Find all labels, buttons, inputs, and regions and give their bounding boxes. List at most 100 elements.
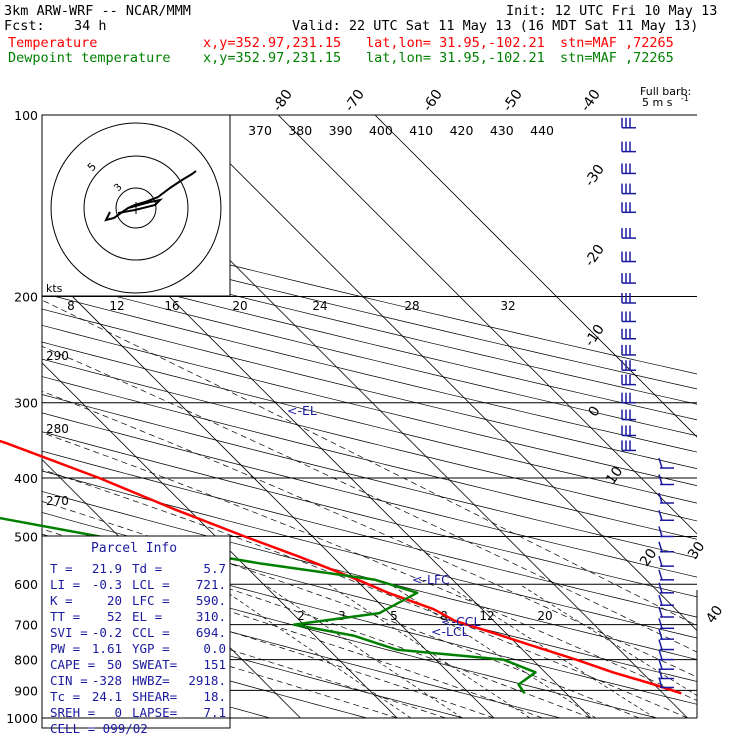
dewpoint-line	[0, 516, 537, 694]
dry-adiabat	[42, 491, 697, 660]
wind-barb-flag	[658, 649, 663, 660]
isotherm-line	[0, 115, 10, 718]
isotherm-label: -60	[420, 87, 446, 115]
mixing-ratio-line	[215, 583, 412, 718]
wind-barb-flag	[658, 582, 663, 594]
wind-barb	[621, 440, 636, 452]
wind-barb	[621, 251, 636, 263]
parcel-info-value: 0.0	[203, 641, 226, 656]
wind-barb	[658, 474, 674, 486]
parcel-info-title: Parcel Info	[91, 541, 177, 556]
isotherm-label: 40	[703, 603, 726, 627]
model-title: 3km ARW-WRF -- NCAR/MMM	[4, 3, 191, 19]
level-marker-label: <-LCL	[431, 624, 469, 639]
theta-e-label: 390	[329, 123, 353, 138]
wind-barb-flag	[658, 492, 663, 504]
parcel-info-key: Tc =	[50, 689, 80, 704]
temperature-xy: x,y=352.97,231.15	[203, 35, 342, 51]
theta-e-label: 400	[369, 123, 393, 138]
parcel-info-key: CCL =	[132, 625, 170, 640]
pressure-tick-label: 200	[14, 290, 38, 305]
mixing-ratio-label: 20	[537, 609, 552, 623]
isotherm-label: -80	[270, 87, 296, 115]
valid-time: Valid: 22 UTC Sat 11 May 13 (16 MDT Sat …	[292, 18, 699, 34]
wind-barb	[621, 117, 636, 129]
temperature-legend: Temperature	[8, 35, 98, 51]
parcel-info-value: 50	[107, 657, 122, 672]
wind-barb	[621, 344, 636, 356]
parcel-info-key: SHEAR=	[132, 689, 177, 704]
temperature-latlon: lat,lon= 31.95,-102.21	[366, 35, 545, 51]
parcel-info-value: 151	[203, 657, 226, 672]
hodograph-ring	[50, 122, 222, 294]
wind-barb-flag	[658, 457, 663, 469]
wind-barb	[621, 163, 636, 175]
parcel-info-value: 18.	[203, 689, 226, 704]
isotherm-label: 10	[603, 464, 626, 488]
moist-adiabat	[42, 432, 697, 701]
level-marker-label: <-EL	[287, 403, 317, 418]
dry-adiabat	[42, 603, 464, 718]
pressure-tick-label: 400	[14, 471, 38, 486]
theta-e-label: 410	[409, 123, 433, 138]
dry-adiabat	[42, 412, 697, 578]
wind-barb-flag	[658, 618, 663, 629]
hodo-scale-label: 20	[232, 299, 247, 313]
wind-barb	[658, 526, 674, 538]
parcel-info-key: K =	[50, 593, 73, 608]
wind-barb-flag	[658, 526, 663, 537]
dry-adiabat	[42, 246, 697, 405]
pressure-tick-label: 1000	[6, 711, 38, 726]
wind-barb	[658, 658, 674, 670]
wind-barb	[658, 492, 674, 504]
hodo-scale-label: 8	[67, 299, 75, 313]
pressure-tick-label: 500	[14, 529, 38, 544]
isotherm-label: -20	[582, 242, 608, 270]
theta-e-label: 420	[450, 123, 474, 138]
wind-barb	[658, 555, 674, 567]
parcel-info-value: 5.7	[203, 561, 226, 576]
moist-adiabat	[42, 390, 697, 678]
hodo-scale-label: 16	[164, 299, 179, 313]
wind-barb	[658, 594, 674, 606]
moist-adiabat	[42, 299, 697, 626]
wind-barb	[658, 510, 674, 522]
parcel-info-key: SVI =	[50, 625, 88, 640]
parcel-info-cell: CELL = 099/02	[50, 721, 148, 736]
parcel-info-value: 52	[107, 609, 122, 624]
isotherm-label: -30	[582, 162, 608, 190]
hodograph-ring	[115, 187, 157, 229]
dewpoint-station: stn=MAF ,72265	[560, 50, 674, 66]
wind-barb	[658, 606, 674, 618]
parcel-info-value: 694.	[196, 625, 226, 640]
pressure-tick-label: 800	[14, 653, 38, 668]
wind-barb	[658, 457, 674, 469]
wind-barb	[658, 618, 674, 630]
dry-adiabat	[42, 324, 697, 487]
hodo-scale-label: 24	[312, 299, 327, 313]
parcel-info-key: EL =	[132, 609, 162, 624]
wind-barb	[621, 328, 636, 340]
wind-barb	[621, 228, 636, 239]
wind-barb	[621, 202, 636, 214]
parcel-info-box	[41, 535, 231, 729]
barb-legend-line2: 5 m s	[642, 96, 673, 109]
wind-barb	[658, 569, 674, 581]
dry-adiabat	[42, 261, 697, 421]
forecast-hour: 34 h	[74, 18, 107, 34]
isotherm-label: 0	[586, 403, 604, 419]
dry-adiabat	[42, 450, 697, 618]
parcel-info-value: -0.3	[92, 577, 122, 592]
isotherm-label: -40	[578, 87, 604, 115]
isotherm-line	[277, 115, 697, 535]
mixing-ratio-line	[263, 583, 463, 718]
wind-barb-flag	[658, 668, 663, 679]
wind-barb-flag	[658, 628, 663, 640]
temperature-line	[0, 439, 682, 695]
isotherm-line	[42, 265, 495, 718]
level-marker-label: <-LFC	[412, 572, 450, 587]
wind-barb	[621, 392, 636, 404]
wind-barb-flag	[658, 639, 663, 650]
parcel-info-value: 2918.	[188, 673, 226, 688]
